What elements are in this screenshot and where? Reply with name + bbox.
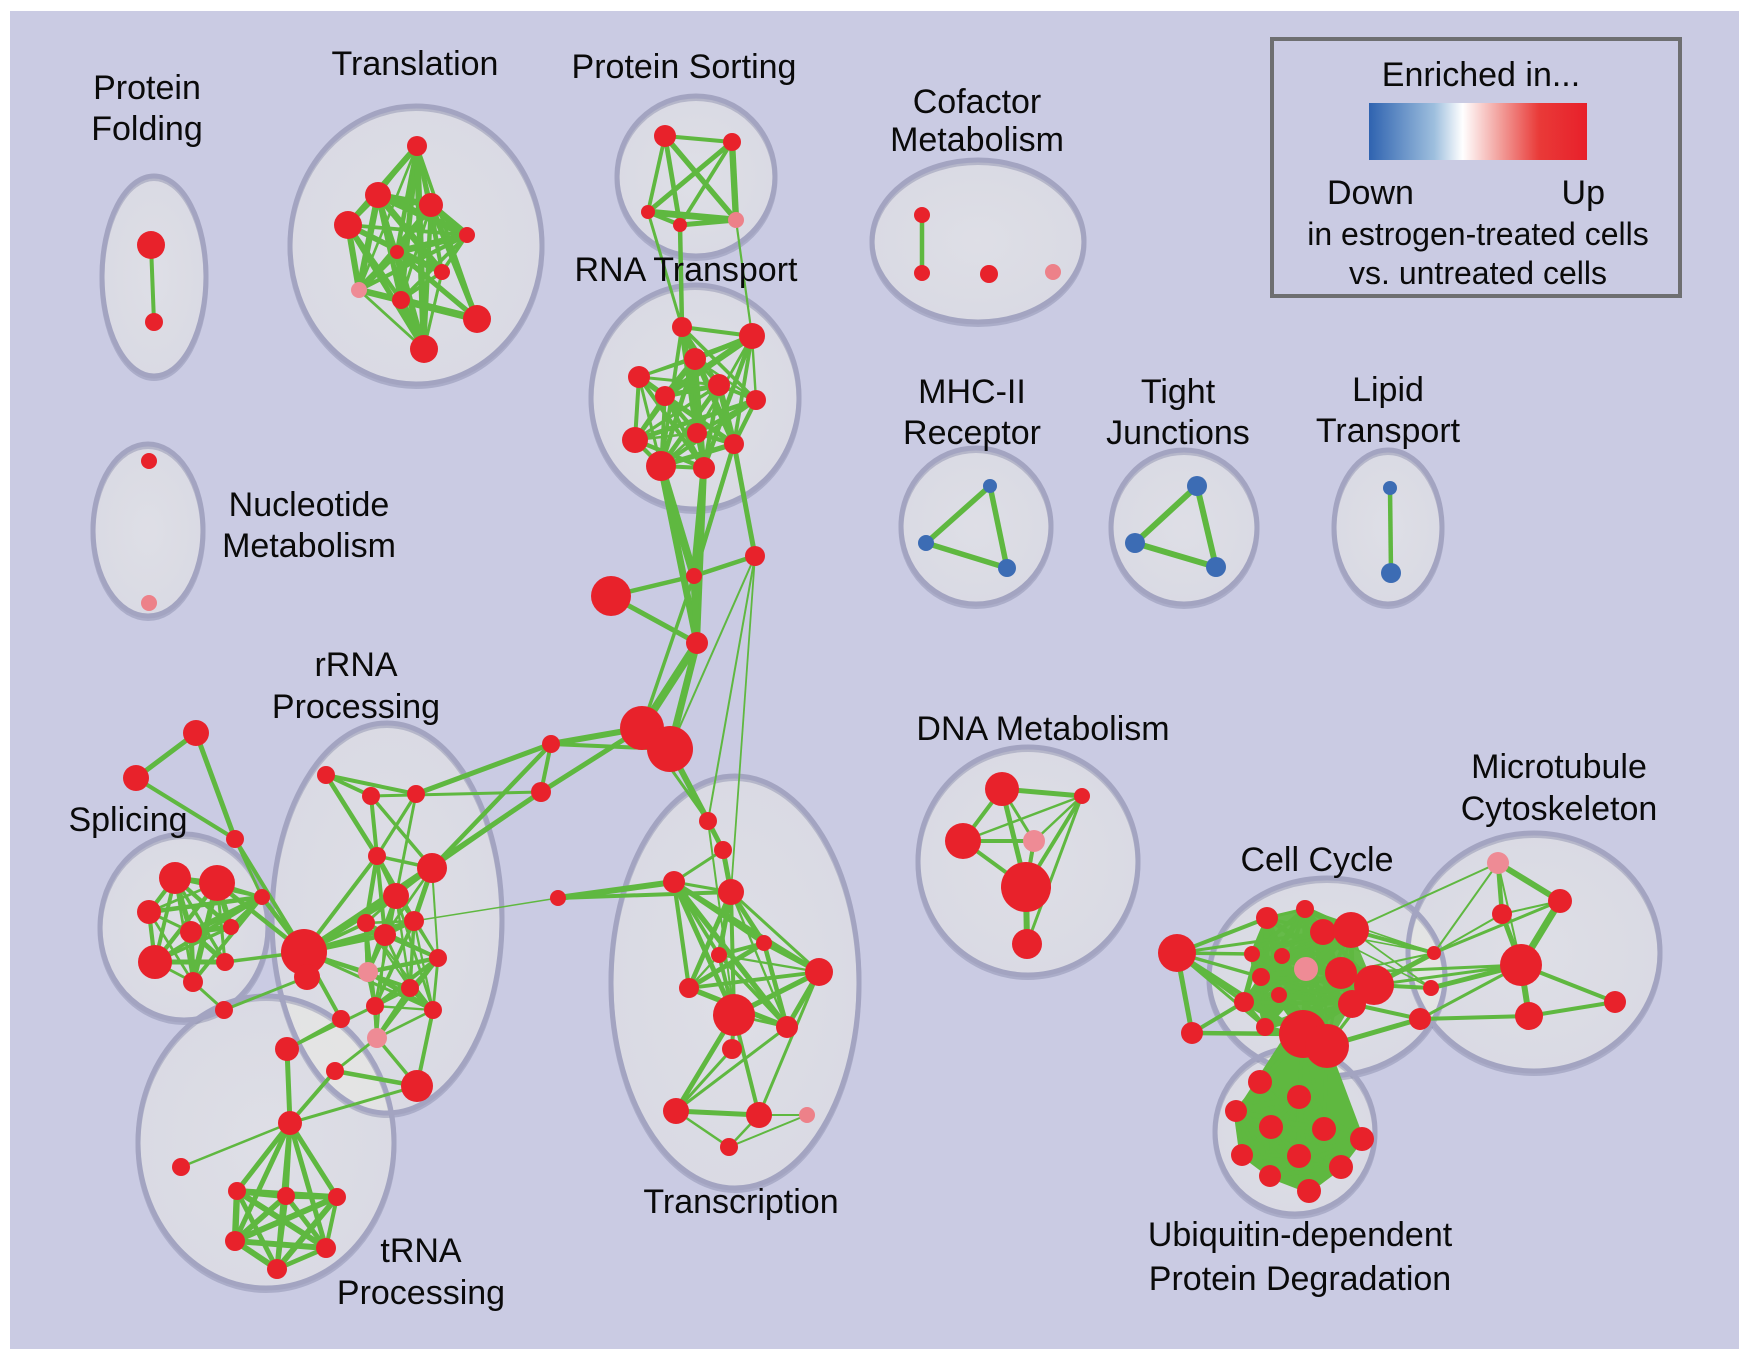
svg-text:RNA Transport: RNA Transport (575, 251, 799, 289)
svg-text:Processing: Processing (272, 688, 440, 726)
svg-text:DNA Metabolism: DNA Metabolism (916, 710, 1169, 748)
svg-text:Transport: Transport (1316, 412, 1461, 450)
svg-text:Metabolism: Metabolism (222, 527, 396, 565)
svg-text:Cytoskeleton: Cytoskeleton (1461, 790, 1658, 828)
svg-text:rRNA: rRNA (314, 646, 397, 684)
svg-text:tRNA: tRNA (380, 1232, 462, 1270)
svg-text:Ubiquitin-dependent: Ubiquitin-dependent (1148, 1216, 1453, 1254)
svg-text:Down: Down (1327, 174, 1414, 212)
svg-text:Tight: Tight (1141, 373, 1216, 411)
svg-text:Transcription: Transcription (643, 1183, 838, 1221)
svg-text:Protein: Protein (93, 69, 201, 107)
svg-text:vs. untreated cells: vs. untreated cells (1349, 255, 1607, 291)
svg-text:Metabolism: Metabolism (890, 121, 1064, 159)
svg-text:Nucleotide: Nucleotide (229, 486, 390, 524)
svg-text:Lipid: Lipid (1352, 371, 1424, 409)
svg-text:Enriched in...: Enriched in... (1382, 56, 1580, 94)
svg-text:Receptor: Receptor (903, 414, 1041, 452)
svg-text:Cofactor: Cofactor (913, 83, 1042, 121)
svg-text:Cell Cycle: Cell Cycle (1240, 841, 1393, 879)
svg-text:Processing: Processing (337, 1274, 505, 1312)
svg-text:Protein Sorting: Protein Sorting (572, 48, 797, 86)
svg-text:Translation: Translation (332, 45, 499, 83)
svg-text:Protein Degradation: Protein Degradation (1149, 1260, 1451, 1298)
svg-text:Up: Up (1562, 174, 1605, 212)
svg-text:Junctions: Junctions (1106, 414, 1250, 452)
svg-text:MHC-II: MHC-II (918, 373, 1026, 411)
svg-text:Splicing: Splicing (68, 801, 187, 839)
svg-text:Microtubule: Microtubule (1471, 748, 1647, 786)
svg-text:in estrogen-treated cells: in estrogen-treated cells (1307, 216, 1649, 252)
svg-text:Folding: Folding (91, 110, 203, 148)
